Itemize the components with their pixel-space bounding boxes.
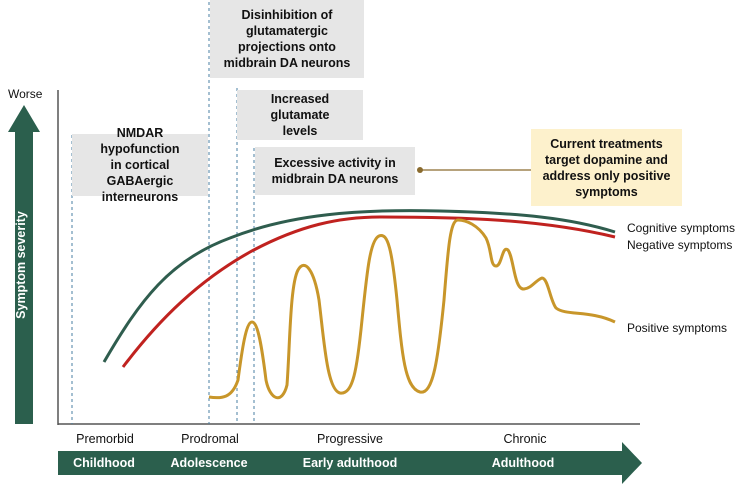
life-early-adulthood: Early adulthood [302, 456, 398, 470]
stage-premorbid: Premorbid [76, 432, 134, 446]
disinhibition-text: Disinhibition of glutamatergic projectio… [223, 8, 351, 70]
life-adulthood: Adulthood [491, 456, 555, 470]
treatments-box: Current treatments target dopamine and a… [531, 129, 682, 206]
treatment-connector-dot [417, 167, 423, 173]
stage-prodromal: Prodromal [181, 432, 239, 446]
negative-curve [121, 215, 616, 368]
treatments-text: Current treatments target dopamine and a… [542, 136, 671, 199]
stage-chronic: Chronic [503, 432, 547, 446]
glutamate-box: Increased glutamate levels [237, 90, 363, 140]
stage-progressive: Progressive [317, 432, 383, 446]
glutamate-text: Increased glutamate levels [270, 92, 330, 138]
positive-label: Positive symptoms [627, 321, 728, 335]
negative-label: Negative symptoms [627, 238, 733, 252]
da-activity-box: Excessive activity in midbrain DA neuron… [255, 147, 415, 195]
disinhibition-box: Disinhibition of glutamatergic projectio… [210, 0, 364, 78]
cognitive-label: Cognitive symptoms [627, 221, 736, 235]
life-adolescence: Adolescence [170, 456, 248, 470]
severity-arrow [8, 105, 40, 424]
time-arrow [58, 442, 642, 484]
y-axis-label: Symptom severity [14, 211, 28, 319]
positive-curve [208, 218, 616, 400]
cognitive-curve [102, 209, 616, 363]
worse-label: Worse [8, 87, 43, 101]
da-activity-text: Excessive activity in midbrain DA neuron… [271, 156, 399, 186]
nmdar-box: NMDAR hypofunction in cortical GABAergic… [72, 126, 208, 204]
life-childhood: Childhood [73, 456, 135, 470]
nmdar-text: NMDAR hypofunction in cortical GABAergic… [100, 126, 180, 204]
